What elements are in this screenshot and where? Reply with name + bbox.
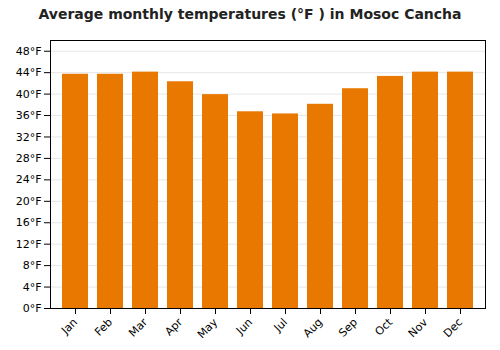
svg-text:16°F: 16°F <box>16 216 42 229</box>
svg-text:Oct: Oct <box>372 315 395 338</box>
svg-text:40°F: 40°F <box>16 88 42 101</box>
svg-text:36°F: 36°F <box>16 109 42 122</box>
svg-text:Apr: Apr <box>162 315 185 338</box>
svg-text:Mar: Mar <box>126 315 150 339</box>
svg-text:28°F: 28°F <box>16 152 42 165</box>
svg-text:Aug: Aug <box>301 316 325 340</box>
svg-text:8°F: 8°F <box>23 259 42 272</box>
svg-text:Jul: Jul <box>271 316 290 335</box>
svg-text:Dec: Dec <box>441 316 465 340</box>
svg-text:12°F: 12°F <box>16 238 42 251</box>
svg-text:Feb: Feb <box>92 316 115 339</box>
svg-text:4°F: 4°F <box>23 281 42 294</box>
html-text:Average monthly temperatures (: Average monthly temperatures (°F ) in Mo… <box>38 6 462 22</box>
svg-text:32°F: 32°F <box>16 131 42 144</box>
svg-text:Jun: Jun <box>233 316 255 338</box>
svg-text:44°F: 44°F <box>16 66 42 79</box>
svg-text:Sep: Sep <box>336 316 360 340</box>
svg-text:Nov: Nov <box>406 315 431 340</box>
svg-text:Jan: Jan <box>58 316 80 338</box>
svg-text:24°F: 24°F <box>16 173 42 186</box>
svg-text:0°F: 0°F <box>23 302 42 315</box>
svg-text:May: May <box>195 315 221 341</box>
svg-text:48°F: 48°F <box>16 45 42 58</box>
svg-text:20°F: 20°F <box>16 195 42 208</box>
